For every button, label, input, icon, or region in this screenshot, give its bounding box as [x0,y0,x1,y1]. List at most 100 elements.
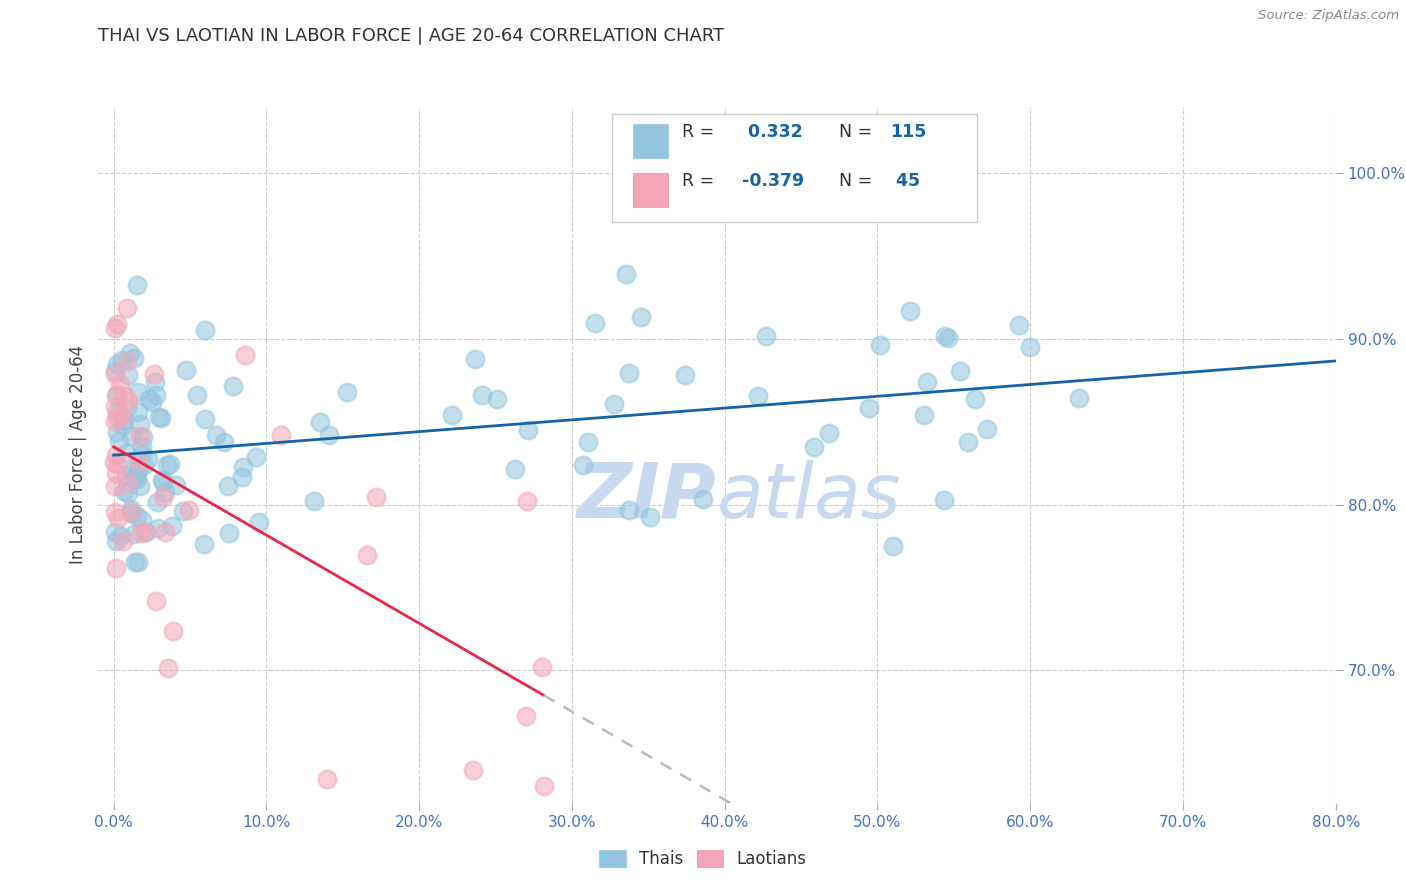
Text: atlas: atlas [717,459,901,533]
Point [318,428,340,442]
Point [231,470,253,484]
Point [533,779,555,793]
Point [159,458,181,472]
Point [194,323,217,337]
Point [105,425,128,439]
Point [134,525,156,540]
Point [115,301,138,316]
Point [120,346,142,360]
Point [515,709,537,723]
Point [124,471,146,485]
Point [145,593,167,607]
Point [934,492,956,507]
Point [105,466,128,480]
Point [110,529,132,543]
Point [156,458,179,473]
Point [103,455,125,469]
Point [205,428,228,442]
Point [194,412,217,426]
Point [614,268,637,282]
Point [245,450,267,464]
Point [302,493,325,508]
Point [956,435,979,450]
Point [531,659,554,673]
Point [105,387,128,401]
Point [464,351,486,366]
Point [1019,341,1042,355]
Text: ZIP: ZIP [578,459,717,533]
Point [630,310,652,325]
Point [617,366,640,380]
Point [233,348,256,362]
Point [111,352,134,367]
Point [115,468,138,483]
Point [517,423,540,437]
Text: 45: 45 [890,172,921,190]
Point [603,397,626,411]
Point [127,385,149,400]
Point [141,395,163,409]
Point [146,494,169,508]
Point [308,415,330,429]
Point [132,430,155,444]
Point [122,526,145,541]
Point [125,469,148,483]
Point [218,525,240,540]
Point [129,429,152,443]
Point [572,458,595,472]
Point [129,479,152,493]
Point [112,483,135,498]
Point [270,427,292,442]
Point [117,476,139,491]
Point [112,413,135,427]
Point [162,624,184,638]
Point [755,329,778,343]
Point [104,401,127,415]
Point [122,351,145,365]
Point [111,534,134,549]
Point [105,410,128,425]
Point [177,502,200,516]
Point [165,477,187,491]
Point [316,772,339,786]
Point [692,492,714,507]
Point [127,555,149,569]
Point [174,363,197,377]
Point [121,464,143,478]
Point [105,405,128,419]
Point [115,401,138,415]
Point [114,446,136,460]
Text: 0.332: 0.332 [742,123,803,141]
Point [104,414,127,428]
Point [1069,391,1091,405]
Point [186,388,208,402]
Point [155,484,177,499]
Point [232,460,254,475]
Point [915,375,938,389]
Point [461,763,484,777]
FancyBboxPatch shape [633,173,668,207]
Text: 115: 115 [890,123,927,141]
Point [157,661,180,675]
Point [936,331,959,345]
Point [104,524,127,539]
Point [172,504,194,518]
Point [114,389,136,403]
Point [747,388,769,402]
Point [145,388,167,402]
Point [132,458,155,472]
Point [214,434,236,449]
Point [912,408,935,422]
Point [143,367,166,381]
Text: THAI VS LAOTIAN IN LABOR FORCE | AGE 20-64 CORRELATION CHART: THAI VS LAOTIAN IN LABOR FORCE | AGE 20-… [98,27,724,45]
Point [131,439,153,453]
Point [486,392,509,406]
Point [131,513,153,527]
Point [869,338,891,352]
Point [1008,318,1031,332]
Point [150,473,173,487]
Point [576,434,599,449]
Point [107,510,129,524]
Point [127,472,149,486]
Point [221,379,243,393]
